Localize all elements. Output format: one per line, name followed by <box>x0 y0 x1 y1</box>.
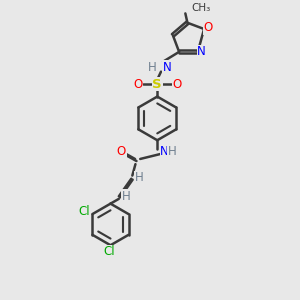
Text: O: O <box>117 145 126 158</box>
Text: O: O <box>133 78 142 91</box>
Text: Cl: Cl <box>103 245 115 258</box>
Text: N: N <box>197 45 206 58</box>
Text: O: O <box>172 78 182 91</box>
Text: H: H <box>148 61 156 74</box>
Text: O: O <box>203 22 212 34</box>
Text: S: S <box>152 78 162 91</box>
Text: N: N <box>163 61 171 74</box>
Text: N: N <box>160 145 169 158</box>
Text: Cl: Cl <box>78 206 90 218</box>
Text: H: H <box>135 171 144 184</box>
Text: H: H <box>122 190 130 203</box>
Text: H: H <box>168 145 177 158</box>
Text: CH₃: CH₃ <box>192 3 211 13</box>
